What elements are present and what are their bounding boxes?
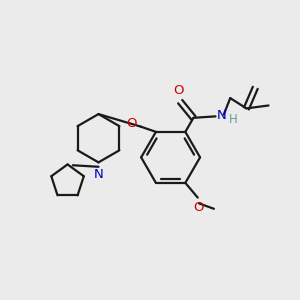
- Text: N: N: [94, 168, 103, 181]
- Text: O: O: [194, 201, 204, 214]
- Text: H: H: [229, 113, 238, 126]
- Text: O: O: [173, 84, 184, 97]
- Text: N: N: [217, 109, 227, 122]
- Text: O: O: [127, 116, 137, 130]
